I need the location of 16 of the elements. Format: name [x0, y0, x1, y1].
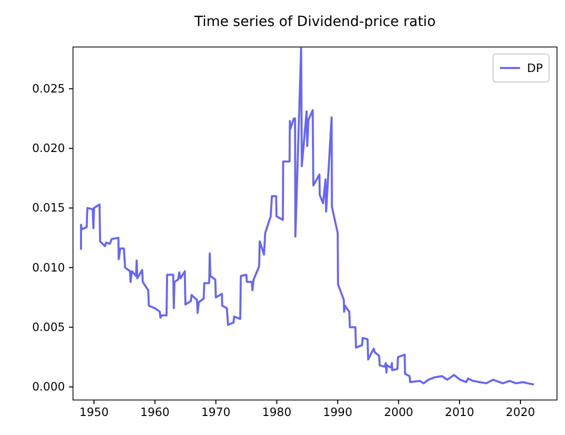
y-tick-label: 0.020 — [32, 141, 65, 156]
y-tick-label: 0.005 — [32, 320, 65, 334]
x-tick-label: 1980 — [262, 405, 292, 420]
x-tick-label: 1950 — [79, 405, 109, 420]
x-tick-label: 2000 — [384, 405, 414, 420]
x-tick-label: 2020 — [506, 405, 536, 420]
legend-label: DP — [527, 61, 543, 75]
y-tick-label: 0.000 — [32, 380, 65, 394]
x-tick-label: 1990 — [323, 405, 352, 420]
y-tick-label: 0.015 — [32, 200, 65, 215]
x-tick-label: 2010 — [444, 405, 474, 420]
x-tick-label: 1970 — [201, 405, 230, 420]
chart-title: Time series of Dividend-price ratio — [193, 14, 436, 30]
y-tick-label: 0.025 — [32, 81, 65, 96]
y-tick-label: 0.010 — [32, 260, 65, 274]
x-tick-label: 1960 — [140, 405, 170, 420]
